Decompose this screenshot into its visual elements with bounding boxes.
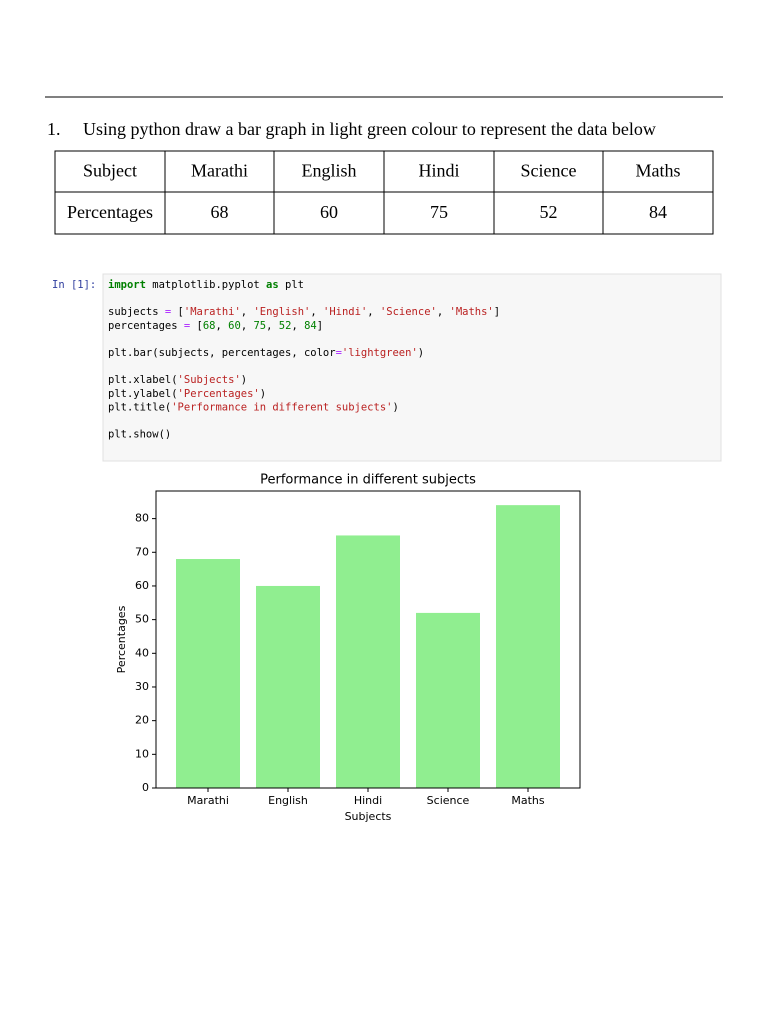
code-token: matplotlib.pyplot bbox=[146, 279, 266, 291]
x-tick-label: Marathi bbox=[187, 794, 229, 807]
x-tick-label: Maths bbox=[511, 794, 545, 807]
y-tick-label: 10 bbox=[135, 747, 149, 760]
code-token: 'Maths' bbox=[450, 306, 494, 318]
code-line: percentages = [68, 60, 75, 52, 84] bbox=[108, 320, 323, 332]
code-token: 'Hindi' bbox=[323, 306, 367, 318]
table-text: 52 bbox=[540, 202, 558, 222]
code-token: 'lightgreen' bbox=[342, 347, 418, 359]
code-token: plt.xlabel( bbox=[108, 374, 178, 386]
code-prompt: In [1]: bbox=[52, 279, 96, 291]
code-token: ] bbox=[317, 320, 323, 332]
code-token: , bbox=[310, 306, 323, 318]
code-token: = bbox=[165, 306, 171, 318]
y-tick-label: 20 bbox=[135, 714, 149, 727]
code-token: percentages bbox=[108, 320, 184, 332]
question-text: Using python draw a bar graph in light g… bbox=[83, 119, 656, 139]
code-token: 84 bbox=[304, 320, 317, 332]
x-tick-label: Hindi bbox=[354, 794, 382, 807]
code-token: 68 bbox=[203, 320, 216, 332]
bar bbox=[496, 505, 560, 788]
code-line: plt.xlabel('Subjects') bbox=[108, 374, 247, 386]
question-number: 1. bbox=[47, 119, 61, 139]
code-token: , bbox=[291, 320, 304, 332]
code-token: 'Science' bbox=[380, 306, 437, 318]
code-token: [ bbox=[190, 320, 203, 332]
code-line: plt.show() bbox=[108, 429, 171, 441]
table-text: Maths bbox=[636, 161, 681, 181]
code-token: , bbox=[437, 306, 450, 318]
code-token: 75 bbox=[253, 320, 266, 332]
x-axis-label: Subjects bbox=[345, 810, 392, 823]
x-tick-label: Science bbox=[427, 794, 470, 807]
code-token: ) bbox=[392, 401, 398, 413]
code-token: 'Subjects' bbox=[178, 374, 241, 386]
code-token: = bbox=[336, 347, 342, 359]
code-token: 52 bbox=[279, 320, 292, 332]
bar bbox=[256, 585, 320, 788]
code-token: 'Marathi' bbox=[184, 306, 241, 318]
chart-title: Performance in different subjects bbox=[260, 473, 476, 488]
table-text: Marathi bbox=[191, 161, 248, 181]
code-token: , bbox=[266, 320, 279, 332]
axes-frame bbox=[155, 490, 581, 789]
code-token: = bbox=[184, 320, 190, 332]
table-text: Percentages bbox=[67, 202, 153, 222]
code-cell bbox=[102, 273, 722, 462]
code-token: 'Percentages' bbox=[178, 388, 260, 400]
code-token: , bbox=[216, 320, 229, 332]
table-text: 84 bbox=[649, 202, 667, 222]
code-token: ) bbox=[418, 347, 424, 359]
code-line: import matplotlib.pyplot as plt bbox=[108, 279, 304, 291]
code-token: plt.title( bbox=[108, 401, 171, 413]
code-token: , bbox=[241, 306, 254, 318]
code-line: subjects = ['Marathi', 'English', 'Hindi… bbox=[108, 306, 500, 318]
code-token: ) bbox=[260, 388, 266, 400]
bar bbox=[336, 535, 400, 788]
code-token: , bbox=[241, 320, 254, 332]
code-token: plt.bar(subjects, percentages, color bbox=[108, 347, 336, 359]
bar bbox=[176, 559, 240, 788]
y-tick-label: 80 bbox=[135, 512, 149, 525]
y-tick-label: 0 bbox=[142, 781, 149, 794]
bar bbox=[416, 612, 480, 788]
code-token: plt.ylabel( bbox=[108, 388, 178, 400]
code-token: [ bbox=[171, 306, 184, 318]
code-token: 'Performance in different subjects' bbox=[171, 401, 392, 413]
table-text: Subject bbox=[83, 161, 137, 181]
code-token: 'English' bbox=[253, 306, 310, 318]
table-text: Hindi bbox=[418, 161, 459, 181]
code-token: as bbox=[266, 279, 279, 291]
table-text: 75 bbox=[430, 202, 448, 222]
code-token: plt bbox=[279, 279, 304, 291]
code-token: import bbox=[108, 279, 146, 291]
y-axis-label: Percentages bbox=[115, 605, 128, 673]
code-token: plt.show() bbox=[108, 429, 171, 441]
y-tick-label: 50 bbox=[135, 613, 149, 626]
y-tick-label: 30 bbox=[135, 680, 149, 693]
table-text: Science bbox=[521, 161, 577, 181]
y-tick-label: 60 bbox=[135, 579, 149, 592]
code-token: subjects bbox=[108, 306, 165, 318]
code-line: plt.ylabel('Percentages') bbox=[108, 388, 266, 400]
table-cell bbox=[602, 191, 714, 235]
code-line: plt.title('Performance in different subj… bbox=[108, 401, 399, 413]
y-tick-label: 40 bbox=[135, 646, 149, 659]
table-text: English bbox=[301, 161, 356, 181]
code-token: , bbox=[367, 306, 380, 318]
table-text: 60 bbox=[320, 202, 338, 222]
code-token: ] bbox=[494, 306, 500, 318]
table-text: 68 bbox=[211, 202, 229, 222]
x-tick-label: English bbox=[268, 794, 308, 807]
code-token: 60 bbox=[228, 320, 241, 332]
code-token: ) bbox=[241, 374, 247, 386]
code-line: plt.bar(subjects, percentages, color='li… bbox=[108, 347, 424, 359]
y-tick-label: 70 bbox=[135, 545, 149, 558]
